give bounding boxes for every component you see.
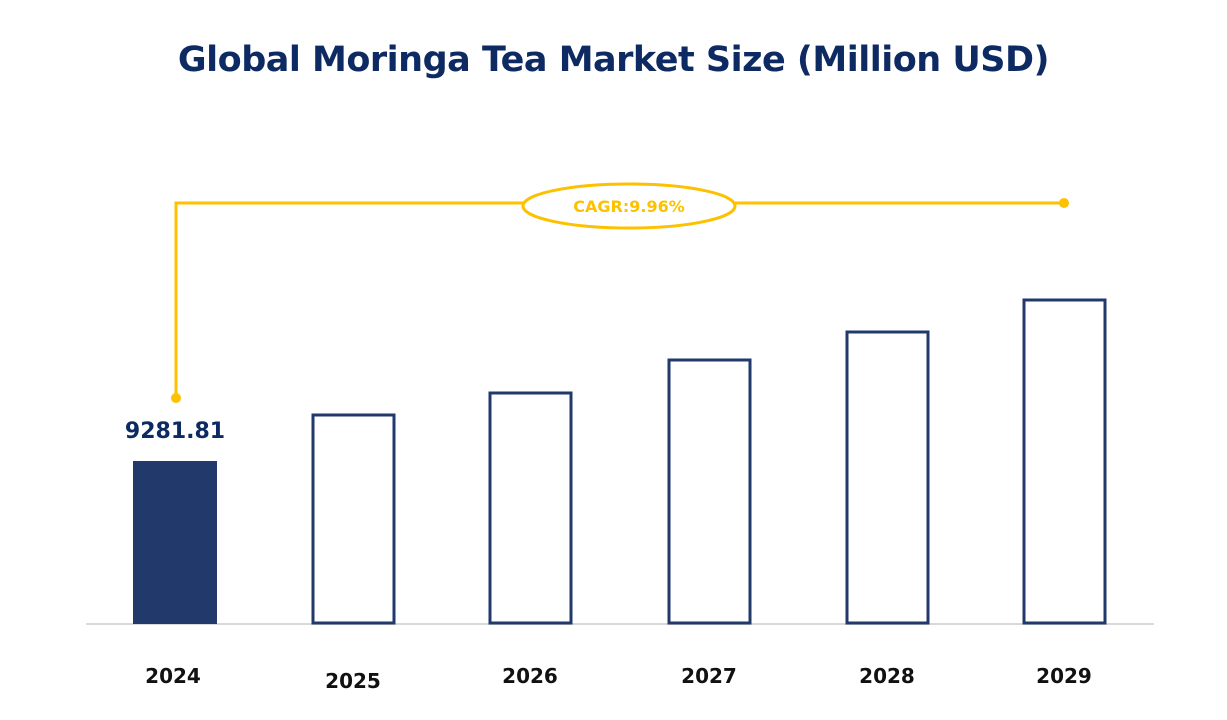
x-tick-2027: 2027 [681, 664, 737, 688]
bar-2029 [1022, 298, 1107, 625]
value-label-2024: 9281.81 [124, 419, 226, 444]
x-tick-2024: 2024 [145, 664, 201, 688]
x-tick-2028: 2028 [859, 664, 915, 688]
cagr-end-dot [1059, 198, 1069, 208]
cagr-label: CAGR:9.96% [573, 197, 684, 216]
bar-2025 [311, 413, 396, 625]
x-tick-2029: 2029 [1036, 664, 1092, 688]
cagr-badge [521, 182, 737, 230]
x-tick-2026: 2026 [502, 664, 558, 688]
x-tick-2025: 2025 [325, 669, 381, 693]
cagr-connector-line [174, 201, 1064, 398]
bar-2024 [133, 461, 217, 624]
bar-2026 [488, 391, 573, 625]
cagr-start-dot [171, 393, 181, 403]
chart-title: Global Moringa Tea Market Size (Million … [177, 40, 1050, 80]
bar-2028 [845, 330, 930, 625]
bar-2027 [667, 358, 752, 625]
